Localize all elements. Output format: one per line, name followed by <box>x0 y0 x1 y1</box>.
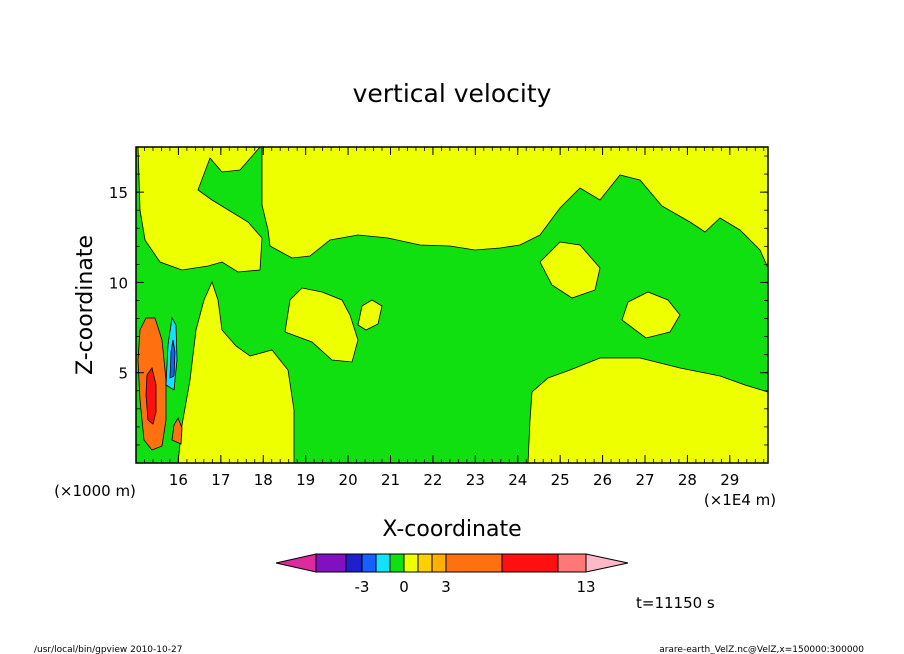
x-tick-label: 24 <box>508 471 527 489</box>
yellow-region-right-upper <box>539 241 601 299</box>
colorbar-tick-label: 0 <box>399 578 409 596</box>
x-axis-title: X-coordinate <box>382 517 521 542</box>
y-tick-label: 5 <box>118 365 128 383</box>
footer-right: arare-earth_VelZ.nc@VelZ,x=150000:300000 <box>659 645 864 654</box>
y-unit-label: (×1000 m) <box>54 482 136 500</box>
x-axis: 16 17 18 19 20 21 22 23 24 25 26 27 28 29 <box>135 147 765 489</box>
x-tick-label: 27 <box>635 471 654 489</box>
colorbar-segment <box>345 553 363 573</box>
y-axis: 5 10 15 <box>109 155 768 446</box>
colorbar-tick-label: 3 <box>441 578 451 596</box>
x-tick-label: 19 <box>296 471 315 489</box>
x-tick-label: 21 <box>381 471 400 489</box>
y-tick-label: 10 <box>109 274 128 292</box>
colorbar: -3 0 3 13 <box>275 553 629 596</box>
x-tick-label: 28 <box>678 471 697 489</box>
yellow-region-top-left <box>137 147 263 273</box>
colorbar-segment <box>361 553 377 573</box>
colorbar-right-arrow <box>585 553 629 573</box>
colorbar-segment <box>417 553 433 573</box>
yellow-region-right <box>621 291 681 339</box>
colorbar-segment <box>315 553 347 573</box>
plot-area <box>136 147 768 463</box>
orange-region-small <box>171 417 183 445</box>
x-tick-label: 23 <box>466 471 485 489</box>
colorbar-segment <box>431 553 447 573</box>
colorbar-segment <box>501 553 559 573</box>
yellow-region-lower-left <box>177 280 295 463</box>
colorbar-segment <box>403 553 419 573</box>
y-tick-label: 15 <box>109 184 128 202</box>
x-tick-label: 18 <box>254 471 273 489</box>
x-tick-label: 29 <box>720 471 739 489</box>
yellow-region-lower-right <box>527 357 768 463</box>
colorbar-segment <box>389 553 405 573</box>
chart-title: vertical velocity <box>353 79 552 108</box>
colorbar-segment <box>557 553 587 573</box>
colorbar-segment <box>445 553 503 573</box>
colorbar-left-arrow <box>275 553 317 573</box>
yellow-region-mid-small <box>357 299 383 331</box>
x-tick-label: 25 <box>551 471 570 489</box>
footer-left: /usr/local/bin/gpview 2010-10-27 <box>34 645 182 654</box>
colorbar-tick-label: -3 <box>355 578 370 596</box>
x-tick-label: 20 <box>339 471 358 489</box>
blue-region <box>169 339 176 379</box>
time-label: t=11150 s <box>636 594 715 612</box>
x-tick-label: 17 <box>211 471 230 489</box>
x-tick-label: 22 <box>423 471 442 489</box>
x-tick-label: 26 <box>593 471 612 489</box>
x-tick-label: 16 <box>169 471 188 489</box>
colorbar-tick-label: 13 <box>576 578 595 596</box>
colorbar-segment <box>375 553 391 573</box>
x-unit-label: (×1E4 m) <box>704 491 776 509</box>
red-region <box>145 367 157 425</box>
plot-frame <box>135 146 769 464</box>
y-axis-title: Z-coordinate <box>73 235 98 375</box>
yellow-region-mid <box>284 287 359 363</box>
yellow-region-top <box>261 147 768 269</box>
